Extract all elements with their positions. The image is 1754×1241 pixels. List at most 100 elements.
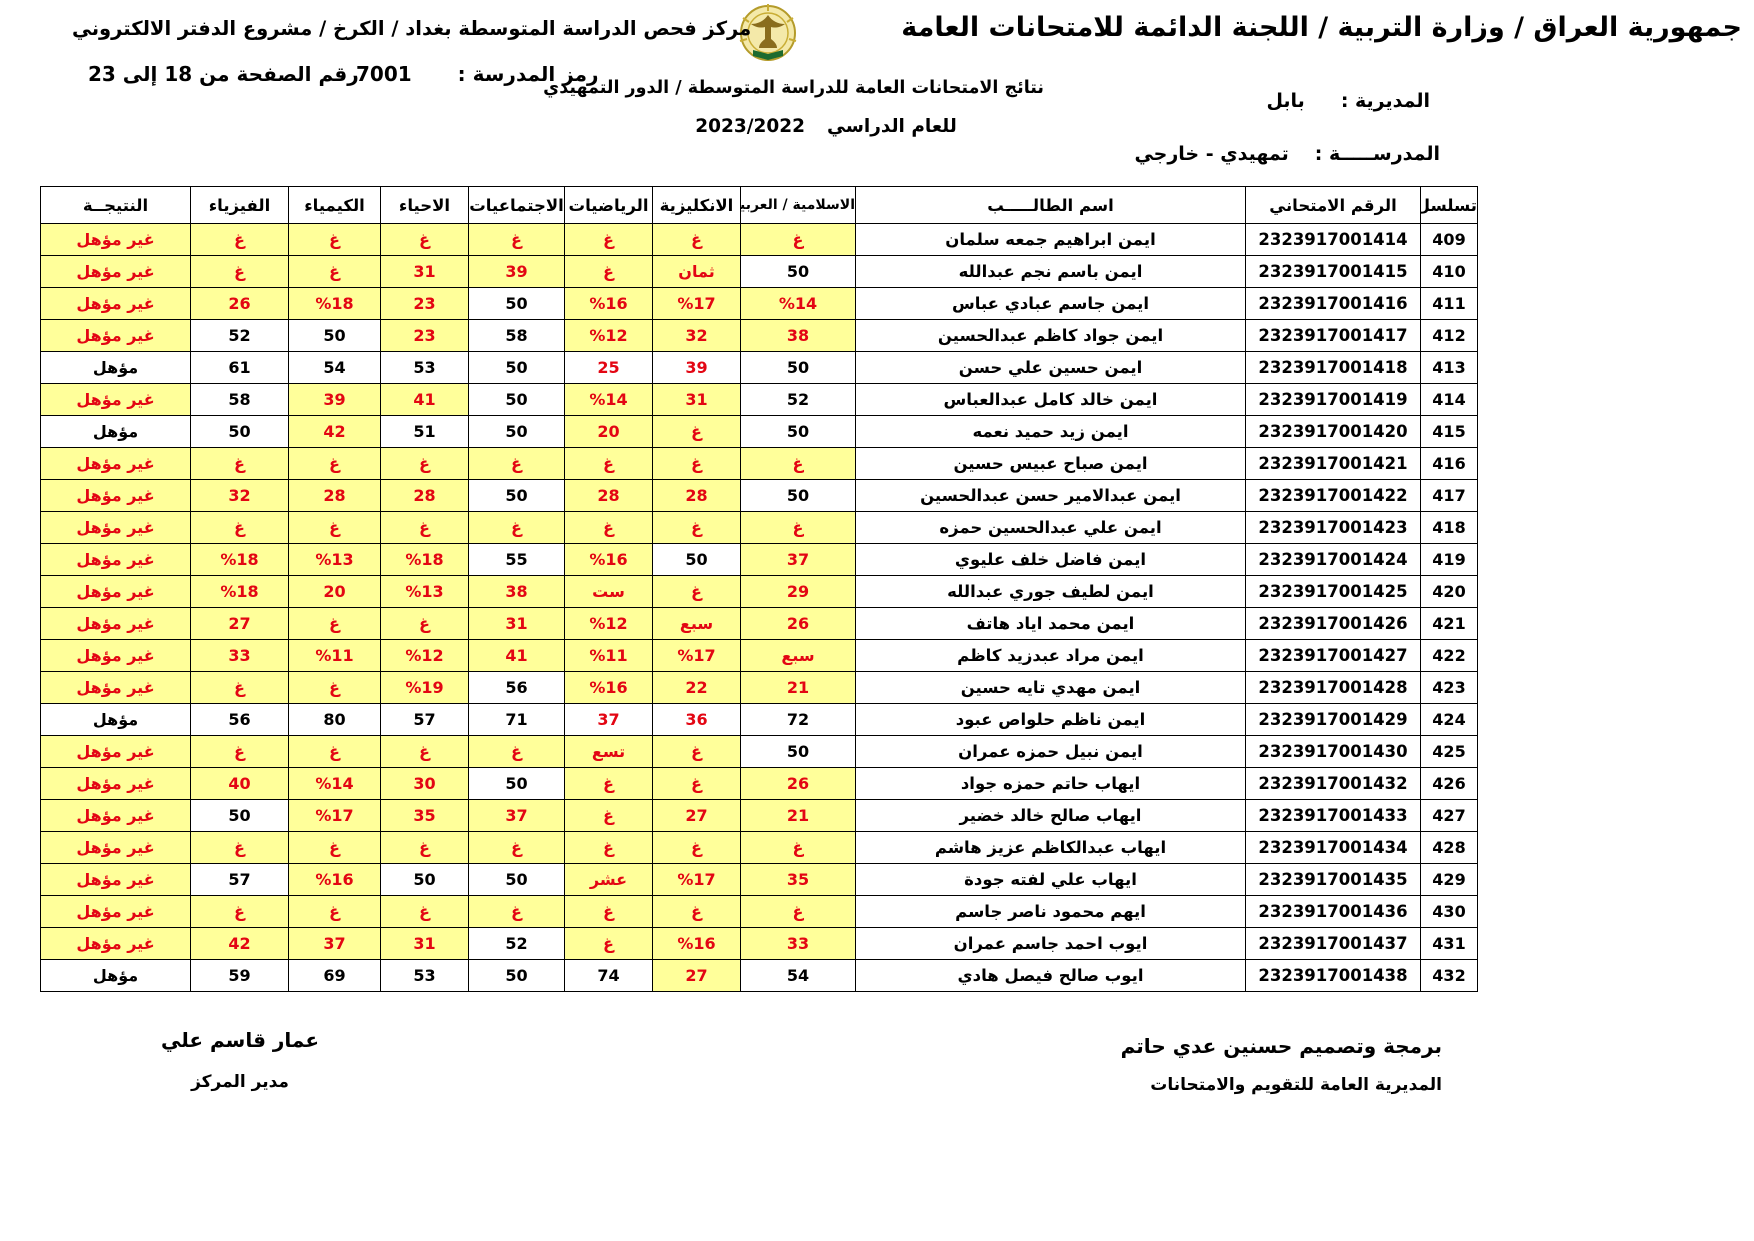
page-range-text: رقم الصفحة من 18 إلى 23 [88,62,359,86]
grade-cell-biology: 41 [380,383,469,416]
grade-cell-social-studies: غ [468,447,565,480]
grade-cell-islamic-arabic: 50 [740,255,856,288]
table-row: 415 2323917001420 ايمن زيد حميد نعمه 50 … [40,415,1478,448]
result-cell: غير مؤهل [40,639,191,672]
grade-cell-physics: 27 [190,607,289,640]
serial-cell: 429 [1420,863,1478,896]
grade-cell-chemistry: 39 [288,383,381,416]
grade-cell-social-studies: 50 [468,767,565,800]
grade-cell-islamic-arabic: 50 [740,415,856,448]
school-code-value: 7001 [356,62,412,86]
grade-cell-english: 39 [652,351,741,384]
grade-cell-biology: 53 [380,959,469,992]
footer-left-block: عمار قاسم علي مدير المركز [118,1028,362,1092]
grade-cell-physics: غ [190,735,289,768]
exam-number-cell: 2323917001429 [1245,703,1421,736]
result-cell: غير مؤهل [40,511,191,544]
grade-cell-biology: 57 [380,703,469,736]
grade-cell-physics: 59 [190,959,289,992]
grade-cell-math: %14 [564,383,653,416]
grade-cell-english: 22 [652,671,741,704]
table-row: 416 2323917001421 ايمن صباح عبيس حسين غ … [40,447,1478,480]
grade-cell-islamic-arabic: %14 [740,287,856,320]
grade-cell-physics: 42 [190,927,289,960]
grade-cell-math: غ [564,895,653,928]
grade-cell-social-studies: 71 [468,703,565,736]
grade-cell-chemistry: 37 [288,927,381,960]
exam-number-cell: 2323917001433 [1245,799,1421,832]
grade-cell-islamic-arabic: 50 [740,735,856,768]
serial-cell: 412 [1420,319,1478,352]
grade-cell-physics: 40 [190,767,289,800]
grade-cell-math: %16 [564,287,653,320]
grade-cell-physics: 26 [190,287,289,320]
grade-cell-social-studies: 37 [468,799,565,832]
academic-year-value: 2023/2022 [695,116,805,137]
grade-cell-math: 37 [564,703,653,736]
grade-cell-math: 20 [564,415,653,448]
grade-cell-physics: 58 [190,383,289,416]
grade-cell-islamic-arabic: 26 [740,767,856,800]
grade-cell-english: ثمان [652,255,741,288]
exam-number-cell: 2323917001423 [1245,511,1421,544]
grade-cell-social-studies: 56 [468,671,565,704]
grade-cell-biology: غ [380,223,469,256]
grade-cell-biology: غ [380,607,469,640]
serial-cell: 422 [1420,639,1478,672]
grade-cell-chemistry: غ [288,511,381,544]
grade-cell-biology: %18 [380,543,469,576]
col-header-serial: تسلسل [1420,186,1478,224]
grade-cell-math: %16 [564,671,653,704]
table-row: 419 2323917001424 ايمن فاضل خلف عليوي 37… [40,543,1478,576]
student-name-cell: ايوب صالح فيصل هادي [855,959,1246,992]
grade-cell-math: عشر [564,863,653,896]
student-name-cell: ايمن جاسم عبادي عباس [855,287,1246,320]
school-line: المدرســـــة : تمهيدي - خارجي [1134,143,1440,165]
grade-cell-chemistry: %18 [288,287,381,320]
table-row: 431 2323917001437 ايوب احمد جاسم عمران 3… [40,927,1478,960]
academic-year-line: للعام الدراسي 2023/2022 [608,116,1044,137]
result-cell: غير مؤهل [40,319,191,352]
grade-cell-physics: غ [190,511,289,544]
exam-number-cell: 2323917001420 [1245,415,1421,448]
grade-cell-english: %17 [652,287,741,320]
grade-cell-chemistry: 28 [288,479,381,512]
grade-cell-math: غ [564,255,653,288]
col-header-biology: الاحياء [380,186,469,224]
student-name-cell: ايمن نبيل حمزه عمران [855,735,1246,768]
grade-cell-physics: غ [190,895,289,928]
exam-number-cell: 2323917001428 [1245,671,1421,704]
exam-number-cell: 2323917001415 [1245,255,1421,288]
student-name-cell: ايمن مهدي تايه حسين [855,671,1246,704]
grade-cell-social-studies: 50 [468,383,565,416]
grade-cell-chemistry: غ [288,831,381,864]
grade-cell-english: %17 [652,863,741,896]
grade-cell-english: 27 [652,799,741,832]
student-name-cell: ايمن لطيف جوري عبدالله [855,575,1246,608]
grade-cell-islamic-arabic: 21 [740,671,856,704]
school-code-label: رمز المدرسة : [457,62,599,86]
result-cell: غير مؤهل [40,543,191,576]
grade-cell-biology: 31 [380,255,469,288]
grade-cell-social-studies: 50 [468,287,565,320]
ministry-of-education-emblem-icon [733,1,803,71]
grade-cell-biology: 31 [380,927,469,960]
grade-cell-physics: غ [190,447,289,480]
grade-cell-english: 50 [652,543,741,576]
table-row: 425 2323917001430 ايمن نبيل حمزه عمران 5… [40,735,1478,768]
grade-cell-islamic-arabic: 50 [740,351,856,384]
result-cell: مؤهل [40,959,191,992]
student-name-cell: ايمن ناظم حلواص عبود [855,703,1246,736]
grade-cell-social-studies: 50 [468,959,565,992]
table-row: 432 2323917001438 ايوب صالح فيصل هادي 54… [40,959,1478,992]
grade-cell-islamic-arabic: 52 [740,383,856,416]
grade-cell-math: غ [564,511,653,544]
student-name-cell: ايمن فاضل خلف عليوي [855,543,1246,576]
table-row: 426 2323917001432 ايهاب حاتم حمزه جواد 2… [40,767,1478,800]
serial-cell: 416 [1420,447,1478,480]
table-row: 428 2323917001434 ايهاب عبدالكاظم عزيز ه… [40,831,1478,864]
grade-cell-chemistry: غ [288,255,381,288]
grade-cell-math: 74 [564,959,653,992]
result-cell: غير مؤهل [40,575,191,608]
grade-cell-social-studies: 38 [468,575,565,608]
